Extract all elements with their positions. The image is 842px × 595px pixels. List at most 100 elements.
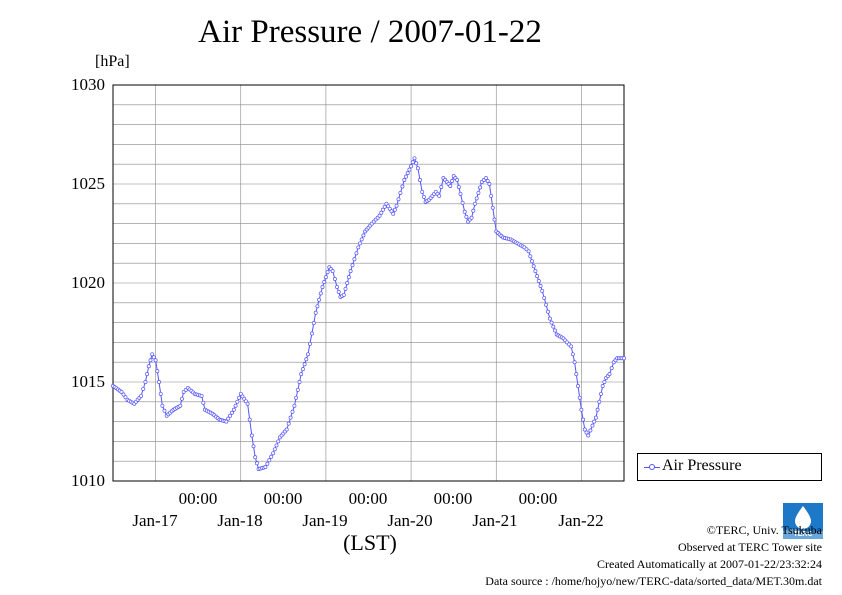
data-point <box>492 217 497 222</box>
data-point <box>249 433 254 438</box>
data-point <box>145 372 150 377</box>
data-point <box>139 393 144 398</box>
data-point <box>391 211 396 216</box>
data-point <box>343 286 348 291</box>
data-point <box>294 395 299 400</box>
x-tick-day-label: Jan-19 <box>302 511 348 530</box>
data-point <box>381 207 385 212</box>
x-tick-time-label: 00:00 <box>263 489 303 508</box>
data-point <box>409 164 414 169</box>
data-point <box>230 410 234 415</box>
data-point <box>535 274 540 279</box>
data-point <box>418 178 422 182</box>
data-point <box>354 251 359 256</box>
data-point <box>469 215 474 220</box>
data-point <box>358 241 362 246</box>
data-point <box>622 356 626 361</box>
data-point <box>382 204 387 209</box>
data-point <box>306 352 310 357</box>
data-point <box>311 321 316 326</box>
data-point <box>318 291 323 296</box>
data-point <box>162 408 167 413</box>
data-point <box>272 447 277 452</box>
data-point <box>526 249 531 254</box>
data-point <box>458 191 463 196</box>
series-line <box>112 156 624 470</box>
data-point <box>141 386 146 391</box>
data-point <box>592 419 597 424</box>
x-tick-time-label: 00:00 <box>348 489 388 508</box>
x-tick-day-label: Jan-20 <box>387 511 433 530</box>
data-point <box>356 245 361 250</box>
credit-copyright: ©TERC, Univ. Tsukuba <box>706 523 822 537</box>
data-point <box>407 167 412 172</box>
data-point <box>313 310 318 315</box>
data-point <box>398 190 403 195</box>
legend: Air Pressure <box>637 453 822 481</box>
data-point <box>299 372 304 377</box>
data-point <box>265 461 270 466</box>
data-point <box>304 357 309 362</box>
data-point <box>231 407 236 412</box>
data-point <box>341 292 346 297</box>
data-point <box>402 178 407 182</box>
data-point <box>150 352 155 357</box>
chart-title: Air Pressure / 2007-01-22 <box>198 14 542 50</box>
data-point <box>579 407 584 412</box>
data-point <box>536 279 541 283</box>
x-tick-day-label: Jan-21 <box>472 511 518 530</box>
data-point <box>143 380 148 384</box>
data-point <box>297 380 302 384</box>
data-point <box>576 384 580 388</box>
data-point <box>377 213 382 218</box>
data-point <box>263 465 268 470</box>
data-point <box>300 367 305 372</box>
data-point <box>546 309 550 314</box>
data-point <box>602 380 607 384</box>
data-point <box>322 280 327 284</box>
data-point <box>577 395 582 400</box>
y-tick-label: 1020 <box>71 273 105 292</box>
data-point <box>609 366 614 371</box>
grid-lines <box>113 85 624 481</box>
data-point <box>489 193 494 198</box>
data-point <box>121 392 126 397</box>
data-point <box>588 428 593 433</box>
data-point <box>330 269 335 274</box>
data-point <box>420 189 425 194</box>
data-point <box>148 358 153 363</box>
data-point <box>151 355 156 360</box>
data-point <box>237 395 241 400</box>
data-point <box>276 439 281 444</box>
data-point <box>146 364 151 369</box>
data-point <box>593 415 598 420</box>
data-point <box>288 415 293 420</box>
data-point <box>599 391 603 396</box>
y-tick-label: 1015 <box>71 372 105 391</box>
data-point <box>581 417 586 422</box>
data-point <box>160 403 165 408</box>
data-point <box>155 369 160 374</box>
data-point <box>460 200 465 205</box>
data-point <box>437 193 442 198</box>
data-point <box>450 179 454 183</box>
data-point <box>295 387 300 392</box>
data-point <box>474 196 479 201</box>
data-point <box>201 400 206 405</box>
data-point <box>584 430 589 435</box>
data-point <box>269 454 274 459</box>
data-point <box>235 399 240 404</box>
data-point <box>607 372 612 377</box>
data-point <box>346 275 351 280</box>
data-point <box>359 237 364 242</box>
data-point <box>439 185 444 189</box>
data-point <box>471 208 476 213</box>
data-point <box>123 395 128 400</box>
data-point <box>392 207 397 212</box>
data-point <box>421 194 426 199</box>
data-point <box>178 403 183 408</box>
data-point <box>542 295 547 300</box>
data-point <box>307 341 312 346</box>
data-point <box>157 380 161 384</box>
data-point <box>335 285 339 289</box>
